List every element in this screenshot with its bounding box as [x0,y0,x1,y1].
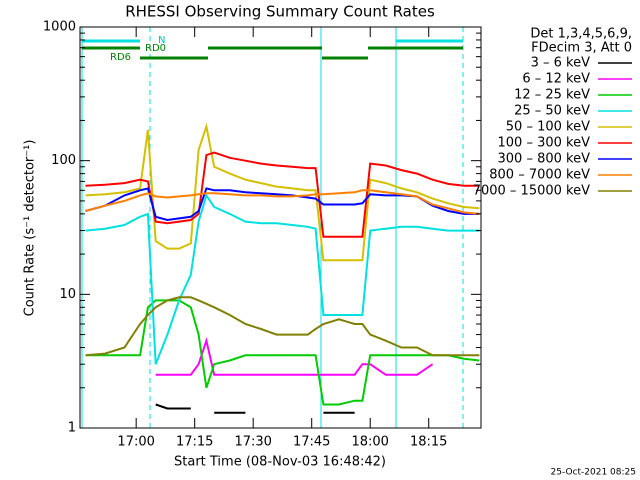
legend-label: 12 – 25 keV [514,88,590,103]
series-line [155,336,434,376]
event-markers: N RD0 RD6 [81,27,464,428]
series-line [85,122,480,262]
annotation: N [158,35,165,46]
legend-label: 3 – 6 keV [531,56,591,71]
y-tick-label: 1 [68,421,76,436]
series-line [85,151,480,238]
legend-label: 50 – 100 keV [506,120,590,135]
x-tick-label: 17:15 [176,435,213,450]
x-tick-label: 17:00 [117,435,154,450]
series-line [85,189,480,215]
annotation: RD6 [110,52,131,63]
series-line [85,193,480,365]
plot-lines [85,122,480,414]
x-tick-label: 18:00 [351,435,388,450]
y-tick-label: 100 [51,153,76,168]
legend-label: 100 – 300 keV [498,136,591,151]
series-line [85,296,480,357]
series-line [85,299,480,406]
plot-frame [79,26,482,429]
y-tick-label: 10 [59,287,76,302]
series-line [85,187,480,222]
series-line [155,403,355,414]
x-axis-label: Start Time (08-Nov-03 16:48:42) [174,455,386,470]
y-tick-label: 1000 [43,20,76,35]
legend-title: Det 1,3,4,5,6,9, [530,27,632,42]
x-tick-label: 18:15 [410,435,447,450]
legend-title: FDecim 3, Att 0 [531,41,632,56]
legend-label: 300 – 800 keV [498,152,591,167]
legend-label: 7000 – 15000 keV [473,184,590,199]
annotation: RD0 [145,43,166,54]
legend-label: 800 – 7000 keV [489,168,590,183]
legend-label: 25 – 50 keV [514,104,590,119]
y-axis-label: Count Rate (s⁻¹ detector⁻¹) [23,140,38,317]
x-tick-label: 17:45 [293,435,330,450]
chart-title: RHESSI Observing Summary Count Rates [125,3,435,21]
legend-label: 6 – 12 keV [522,72,590,87]
x-tick-label: 17:30 [234,435,271,450]
footer: 25-Oct-2021 08:25 [551,468,636,478]
